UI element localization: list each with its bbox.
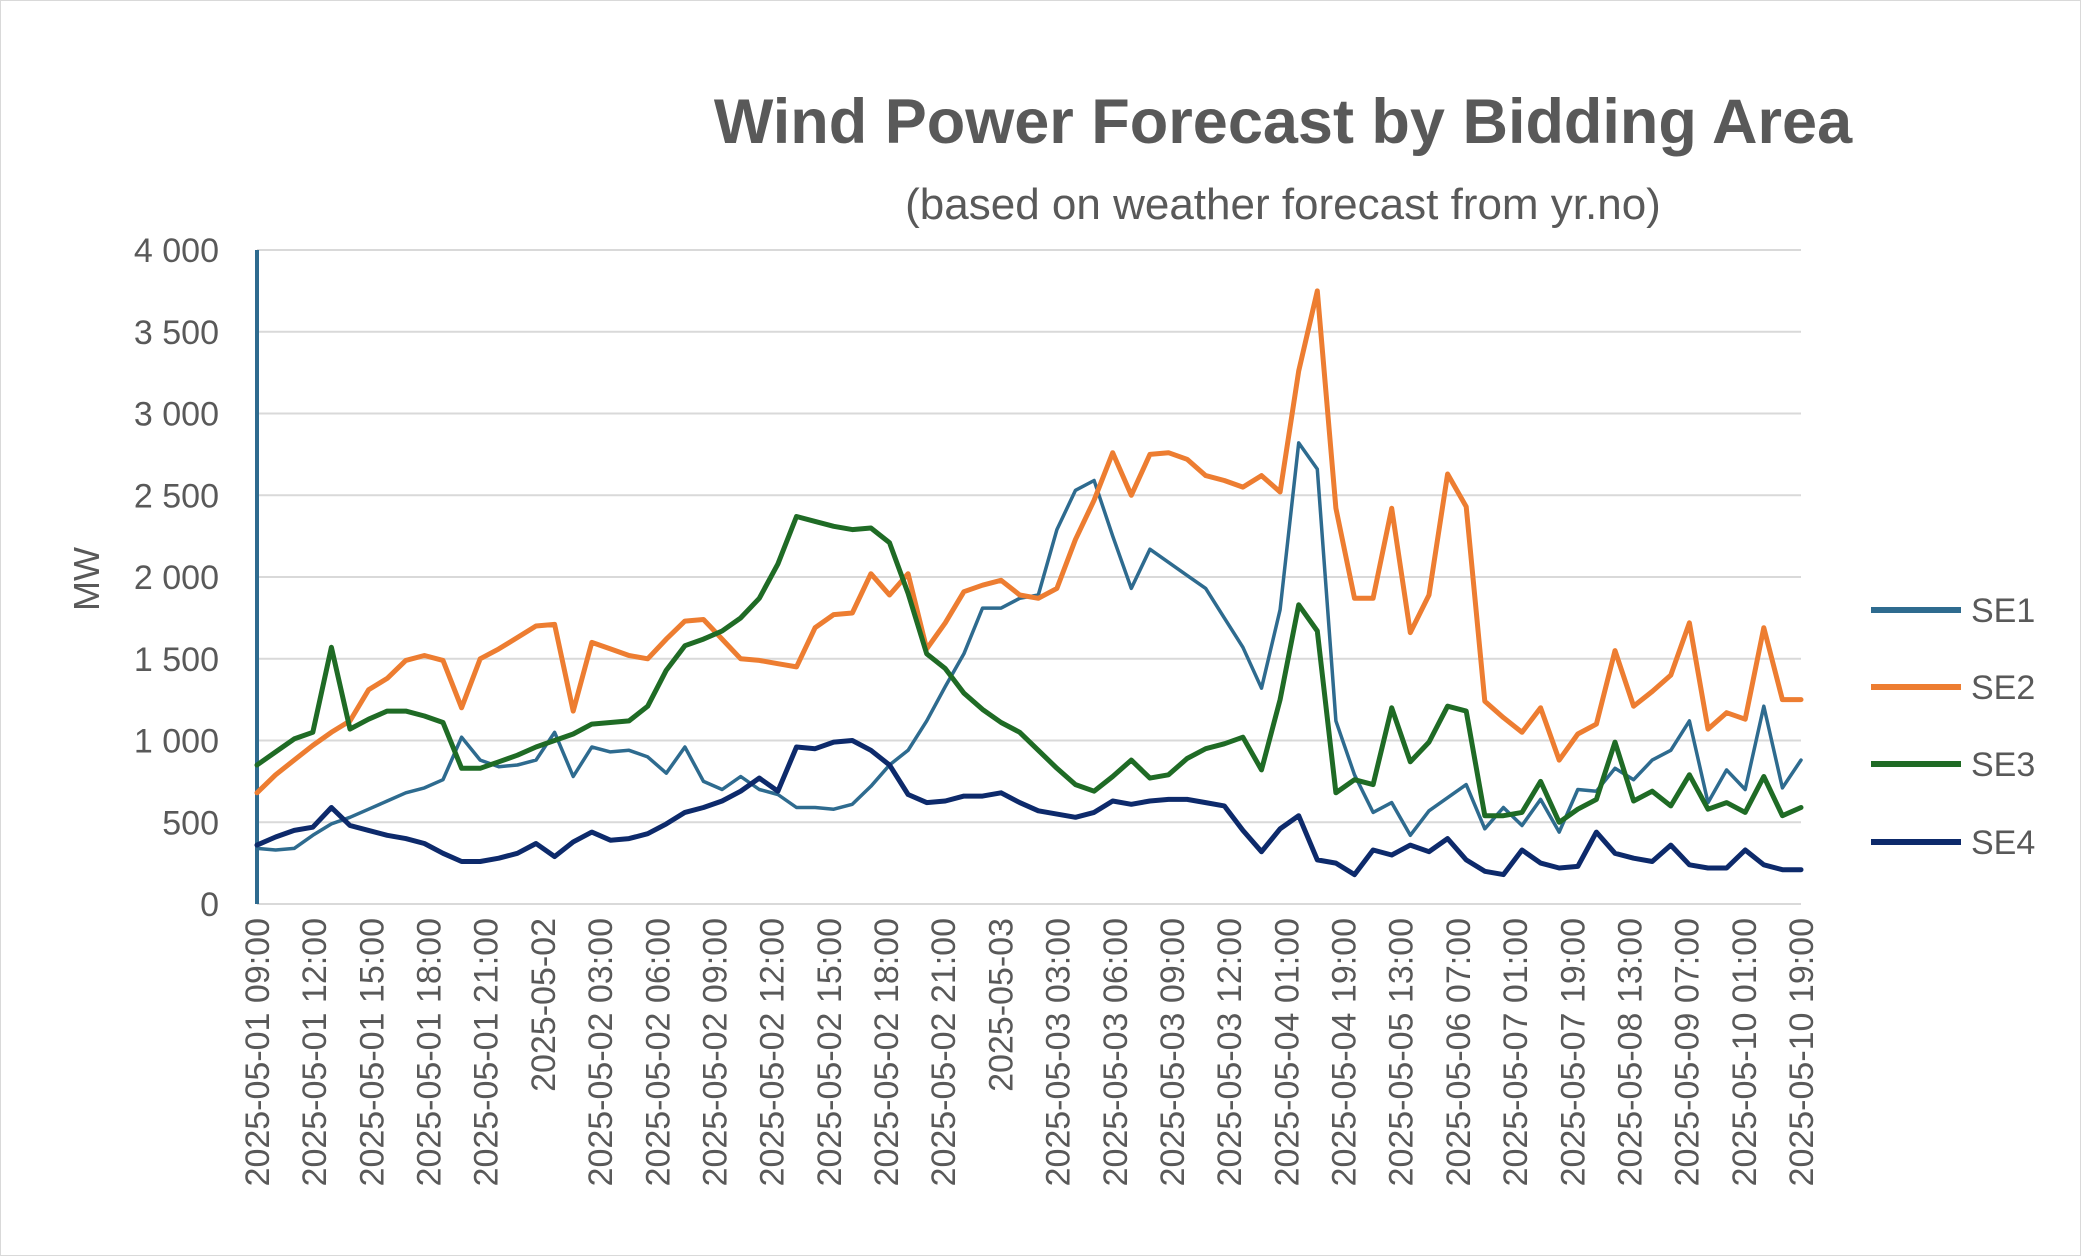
legend-item-se3: SE3 [1871,746,2035,784]
x-tick-label: 2025-05-10 19:00 [1783,918,1821,1186]
x-tick-label: 2025-05-02 12:00 [754,918,792,1186]
legend-label: SE2 [1971,669,2035,707]
x-tick-label: 2025-05-02 06:00 [639,918,677,1186]
legend-item-se4: SE4 [1871,824,2035,862]
x-axis: 2025-05-01 09:00 2025-05-01 12:00 2025-05-… [239,918,1821,1186]
x-tick-label: 2025-05-02 18:00 [868,918,906,1186]
y-tick-label: 3 500 [134,314,219,352]
x-tick-label: 2025-05-08 13:00 [1611,918,1649,1186]
series-line-se4 [254,738,1804,878]
x-tick-label: 2025-05-02 03:00 [582,918,620,1186]
x-tick-label: 2025-05-01 09:00 [239,918,277,1186]
legend-label: SE3 [1971,746,2035,784]
x-tick-label: 2025-05-04 19:00 [1326,918,1364,1186]
x-tick-label: 2025-05-07 01:00 [1497,918,1535,1186]
y-tick-label: 1 000 [134,723,219,761]
chart-title: Wind Power Forecast by Bidding Area [714,87,1853,157]
y-tick-label: 2 500 [134,477,219,515]
y-tick-label: 0 [200,886,219,924]
x-tick-label: 2025-05-02 [525,918,563,1092]
x-tick-label: 2025-05-03 09:00 [1154,918,1192,1186]
y-axis-title: MW [66,547,107,611]
x-tick-label: 2025-05-01 15:00 [353,918,391,1186]
y-tick-label: 500 [162,804,219,842]
series-line-se2 [254,288,1804,796]
x-tick-label: 2025-05-01 12:00 [296,918,334,1186]
x-tick-label: 2025-05-03 [982,918,1020,1092]
y-tick-label: 3 000 [134,396,219,434]
x-tick-label: 2025-05-09 07:00 [1669,918,1707,1186]
x-tick-label: 2025-05-02 09:00 [696,918,734,1186]
x-tick-label: 2025-05-06 07:00 [1440,918,1478,1186]
x-tick-label: 2025-05-03 12:00 [1211,918,1249,1186]
gridlines [257,249,1801,905]
legend-item-se2: SE2 [1871,669,2035,707]
x-tick-label: 2025-05-01 18:00 [411,918,449,1186]
legend-item-se1: SE1 [1871,592,2035,630]
x-tick-label: 2025-05-04 01:00 [1268,918,1306,1186]
legend-label: SE4 [1971,824,2035,862]
x-tick-label: 2025-05-03 06:00 [1097,918,1135,1186]
plot-area [254,288,1804,878]
legend-label: SE1 [1971,592,2035,630]
series-line-se1 [255,441,1803,852]
x-tick-label: 2025-05-10 01:00 [1726,918,1764,1186]
y-tick-label: 4 000 [134,232,219,270]
y-tick-label: 2 000 [134,559,219,597]
x-tick-label: 2025-05-03 03:00 [1040,918,1078,1186]
x-tick-label: 2025-05-02 21:00 [925,918,963,1186]
y-tick-label: 1 500 [134,641,219,679]
series-line-se3 [254,514,1804,825]
y-axis: 0 500 1 000 1 500 2 000 2 500 3 000 3 500 4 000 [134,232,259,924]
chart-subtitle: (based on weather forecast from yr.no) [905,180,1661,229]
legend: SE1 SE2 SE3 SE4 [1871,592,2035,862]
x-tick-label: 2025-05-01 21:00 [468,918,506,1186]
x-tick-label: 2025-05-07 19:00 [1554,918,1592,1186]
x-tick-label: 2025-05-05 13:00 [1383,918,1421,1186]
x-tick-label: 2025-05-02 15:00 [811,918,849,1186]
